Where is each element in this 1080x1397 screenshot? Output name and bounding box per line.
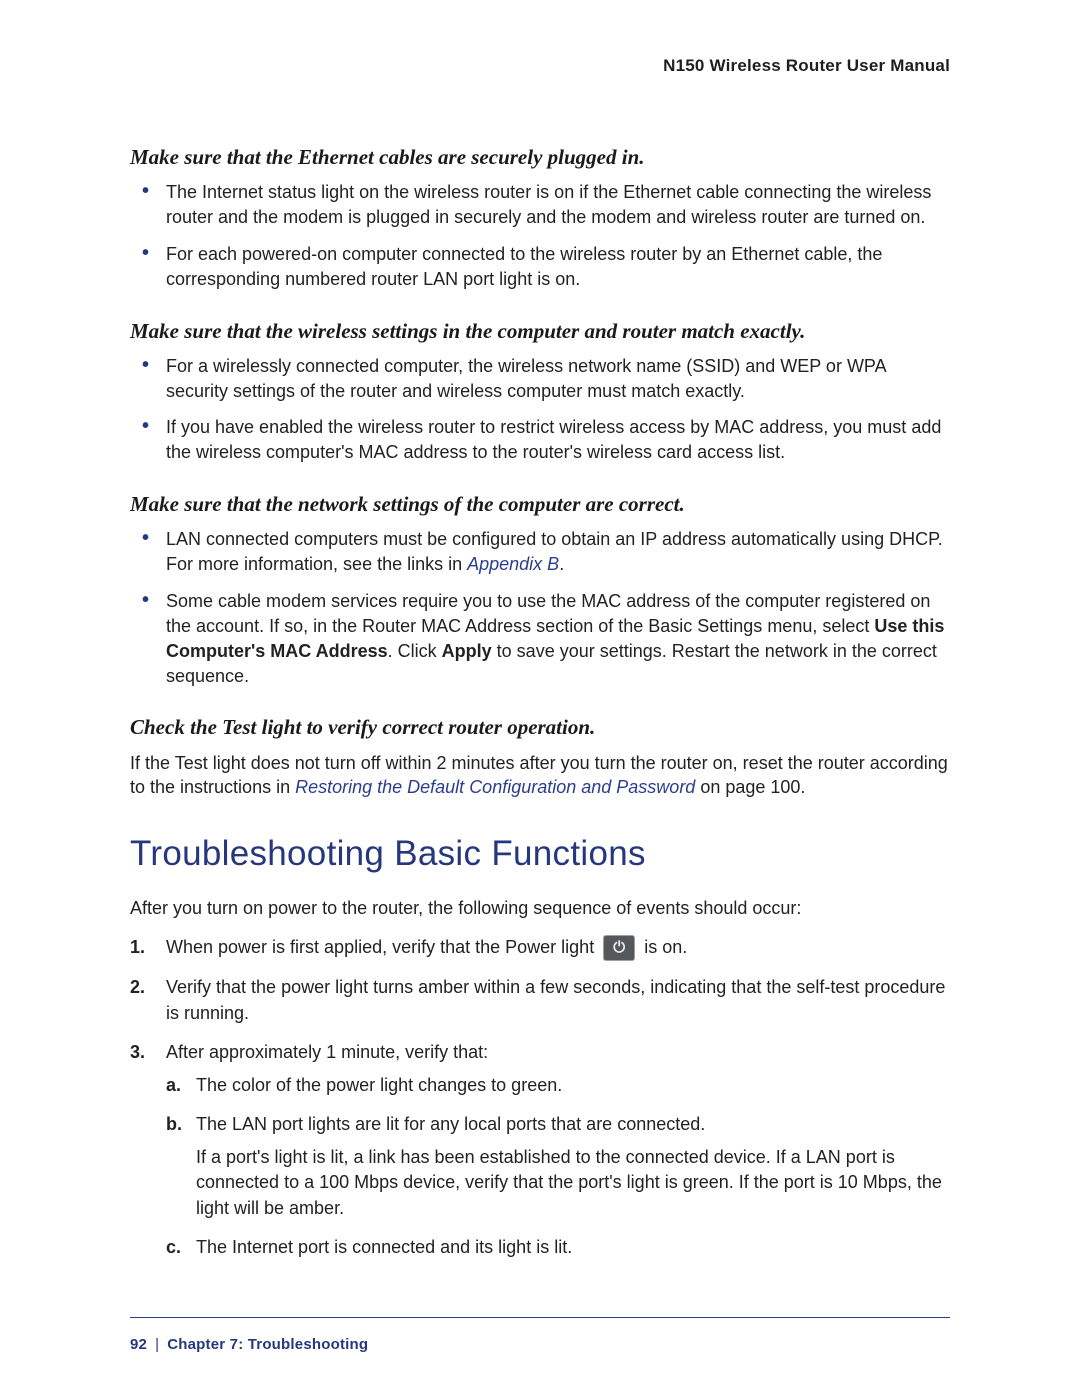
subhead-wireless: Make sure that the wireless settings in … <box>130 318 950 344</box>
list-ethernet: The Internet status light on the wireles… <box>130 180 950 291</box>
list-item: The Internet port is connected and its l… <box>166 1235 950 1260</box>
list-item: The color of the power light changes to … <box>166 1073 950 1098</box>
link-restore-defaults[interactable]: Restoring the Default Configuration and … <box>295 777 695 797</box>
chapter-label: Chapter 7: Troubleshooting <box>167 1336 368 1353</box>
text: is on. <box>639 937 687 957</box>
text: After approximately 1 minute, verify tha… <box>166 1042 488 1062</box>
subhead-test-light: Check the Test light to verify correct r… <box>130 714 950 740</box>
list-item: When power is first applied, verify that… <box>130 935 950 961</box>
paragraph: If a port's light is lit, a link has bee… <box>196 1145 950 1221</box>
footer-rule <box>130 1317 950 1318</box>
list-item: Verify that the power light turns amber … <box>130 975 950 1025</box>
list-item: The LAN port lights are lit for any loca… <box>166 1112 950 1221</box>
text: . <box>559 554 564 574</box>
text: on page 100. <box>695 777 805 797</box>
power-icon <box>603 935 635 961</box>
subhead-ethernet: Make sure that the Ethernet cables are s… <box>130 144 950 170</box>
list-item: If you have enabled the wireless router … <box>166 415 950 465</box>
list-network: LAN connected computers must be configur… <box>130 527 950 688</box>
link-appendix-b[interactable]: Appendix B <box>467 554 559 574</box>
footer-text: 92 | Chapter 7: Troubleshooting <box>130 1336 950 1353</box>
page: N150 Wireless Router User Manual Make su… <box>0 0 1080 1397</box>
page-number: 92 <box>130 1336 147 1353</box>
list-item: For a wirelessly connected computer, the… <box>166 354 950 404</box>
alpha-list: The color of the power light changes to … <box>166 1073 950 1260</box>
running-header: N150 Wireless Router User Manual <box>130 56 950 76</box>
paragraph: If the Test light does not turn off with… <box>130 751 950 801</box>
ordered-list: When power is first applied, verify that… <box>130 935 950 1260</box>
intro-paragraph: After you turn on power to the router, t… <box>130 896 950 921</box>
list-item: The Internet status light on the wireles… <box>166 180 950 230</box>
section-title: Troubleshooting Basic Functions <box>130 834 950 874</box>
list-item: LAN connected computers must be configur… <box>166 527 950 577</box>
text: The LAN port lights are lit for any loca… <box>196 1114 705 1134</box>
list-item: Some cable modem services require you to… <box>166 589 950 688</box>
subhead-network: Make sure that the network settings of t… <box>130 491 950 517</box>
text: . Click <box>388 641 442 661</box>
page-footer: 92 | Chapter 7: Troubleshooting <box>130 1317 950 1353</box>
text: Some cable modem services require you to… <box>166 591 930 636</box>
list-item: After approximately 1 minute, verify tha… <box>130 1040 950 1260</box>
list-wireless: For a wirelessly connected computer, the… <box>130 354 950 465</box>
bold-text: Apply <box>442 641 492 661</box>
footer-separator: | <box>155 1336 159 1353</box>
text: When power is first applied, verify that… <box>166 937 599 957</box>
list-item: For each powered-on computer connected t… <box>166 242 950 292</box>
